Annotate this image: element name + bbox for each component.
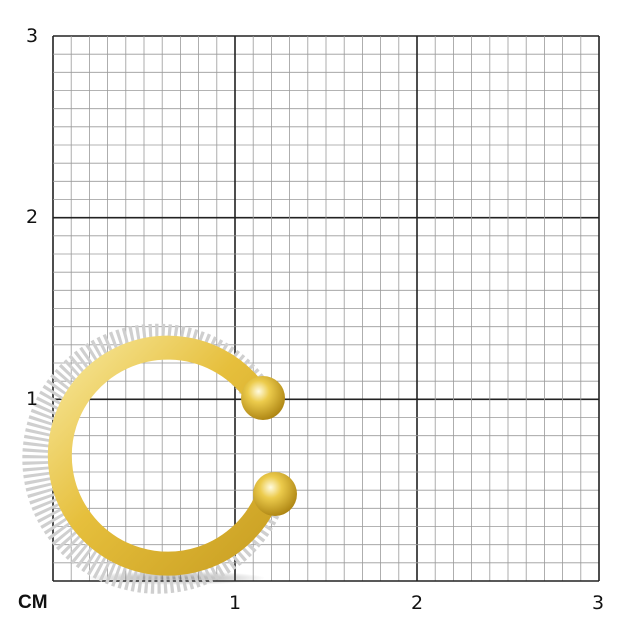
upper-ball-end: [241, 376, 285, 420]
x-tick-1: 1: [229, 592, 242, 614]
unit-label: CM: [18, 592, 48, 613]
y-tick-3: 3: [26, 25, 39, 47]
lower-ball-end: [253, 472, 297, 516]
y-tick-2: 2: [26, 206, 39, 228]
x-tick-2: 2: [411, 592, 424, 614]
y-tick-1: 1: [26, 388, 39, 410]
cuff-band: [47, 335, 280, 576]
x-tick-3: 3: [592, 592, 605, 614]
